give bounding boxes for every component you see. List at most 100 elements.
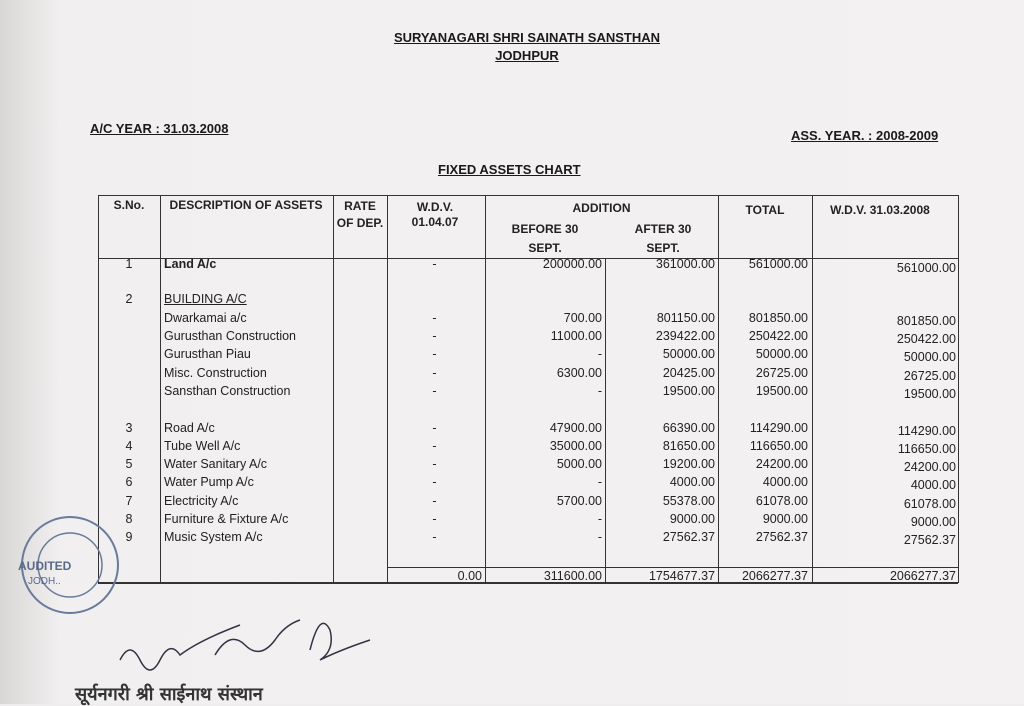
cell-desc: Water Sanitary A/c xyxy=(164,457,268,471)
cell-after: 27562.37 xyxy=(662,530,715,544)
cell-wdv: - xyxy=(432,457,437,471)
cell-total: 24200.00 xyxy=(755,457,808,471)
cell-wdv2: 561000.00 xyxy=(896,261,956,275)
cell-after: 55378.00 xyxy=(662,494,715,508)
col-rate: RATE OF DEP. xyxy=(336,199,384,230)
cell-sno: 2 xyxy=(125,292,133,306)
cell-desc: Road A/c xyxy=(164,421,215,435)
column-divider xyxy=(718,195,719,583)
cell-after: 81650.00 xyxy=(662,439,715,453)
cell-wdv: - xyxy=(432,384,437,398)
cell-desc: Dwarkamai a/c xyxy=(164,311,247,325)
cell-before: - xyxy=(597,347,602,361)
cell-wdv2: 4000.00 xyxy=(910,478,956,492)
cell-total: 561000.00 xyxy=(748,257,808,271)
cell-before: - xyxy=(597,512,602,526)
cell-after: 9000.00 xyxy=(669,512,715,526)
cell-sno: 5 xyxy=(125,457,133,471)
cell-desc: BUILDING A/C xyxy=(164,292,247,306)
cell-before: 700.00 xyxy=(563,311,602,325)
col-after: AFTER 30 SEPT. xyxy=(634,222,692,255)
cell-desc: Land A/c xyxy=(164,257,217,271)
cell-before: 11000.00 xyxy=(550,329,602,343)
cell-desc: Furniture & Fixture A/c xyxy=(164,512,289,526)
cell-total: 19500.00 xyxy=(755,384,808,398)
cell-wdv: - xyxy=(432,512,437,526)
cell-wdv: - xyxy=(432,421,437,435)
ac-year: A/C YEAR : 31.03.2008 xyxy=(90,121,229,136)
cell-wdv2: 250422.00 xyxy=(896,332,956,346)
cell-sno: 8 xyxy=(125,512,133,526)
cell-after: 19500.00 xyxy=(662,384,715,398)
total-total: 2066277.37 xyxy=(741,569,808,583)
column-divider xyxy=(98,195,99,583)
cell-wdv2: 27562.37 xyxy=(903,533,956,547)
cell-desc: Sansthan Construction xyxy=(164,384,291,398)
svg-text:JODH..: JODH.. xyxy=(28,576,61,587)
cell-wdv: - xyxy=(432,530,437,544)
cell-before: - xyxy=(597,475,602,489)
col-sno: S.No. xyxy=(113,198,145,212)
cell-desc: Gurusthan Construction xyxy=(164,329,297,343)
cell-before: 200000.00 xyxy=(542,257,602,271)
cell-wdv: - xyxy=(432,257,437,271)
col-addition: ADDITION xyxy=(572,201,631,215)
column-divider xyxy=(812,195,813,583)
org-name: SURYANAGARI SHRI SAINATH SANSTHAN xyxy=(393,30,661,45)
cell-after: 20425.00 xyxy=(662,366,715,380)
cell-total: 801850.00 xyxy=(748,311,808,325)
column-divider xyxy=(387,195,388,583)
col-description: DESCRIPTION OF ASSETS xyxy=(169,198,323,212)
cell-after: 4000.00 xyxy=(669,475,715,489)
cell-wdv2: 24200.00 xyxy=(903,460,956,474)
cell-total: 27562.37 xyxy=(755,530,808,544)
cell-total: 61078.00 xyxy=(755,494,808,508)
cell-sno: 9 xyxy=(125,530,133,544)
cell-wdv: - xyxy=(432,475,437,489)
cell-after: 19200.00 xyxy=(662,457,715,471)
svg-text:AUDITED: AUDITED xyxy=(18,559,72,573)
total-before: 311600.00 xyxy=(543,569,602,583)
total-wdv: 0.00 xyxy=(457,569,482,583)
cell-desc: Misc. Construction xyxy=(164,366,267,380)
total-after: 1754677.37 xyxy=(648,569,715,583)
cell-before: 47900.00 xyxy=(549,421,602,435)
cell-sno: 1 xyxy=(125,257,133,271)
cell-total: 26725.00 xyxy=(755,366,808,380)
cell-after: 361000.00 xyxy=(655,257,715,271)
audit-stamp: AUDITED JODH.. xyxy=(18,516,119,614)
cell-wdv2: 50000.00 xyxy=(903,350,956,364)
footer-hindi-name: सूर्यनगरी श्री साईनाथ संस्थान xyxy=(75,684,263,705)
column-divider xyxy=(485,195,486,583)
cell-wdv: - xyxy=(432,439,437,453)
cell-desc: Water Pump A/c xyxy=(164,475,254,489)
cell-before: 35000.00 xyxy=(549,439,602,453)
cell-wdv: - xyxy=(432,494,437,508)
column-divider xyxy=(333,195,334,583)
cell-wdv2: 116650.00 xyxy=(897,442,956,456)
cell-total: 116650.00 xyxy=(749,439,808,453)
col-wdv-close: W.D.V. 31.03.2008 xyxy=(830,203,930,217)
cell-sno: 4 xyxy=(125,439,133,453)
cell-before: 6300.00 xyxy=(556,366,602,380)
cell-sno: 6 xyxy=(125,475,133,489)
cell-sno: 7 xyxy=(125,494,133,508)
column-divider xyxy=(605,258,606,583)
total-wdv2: 2066277.37 xyxy=(889,569,956,583)
cell-wdv: - xyxy=(432,366,437,380)
city: JODHPUR xyxy=(495,48,559,63)
cell-total: 50000.00 xyxy=(755,347,808,361)
cell-desc: Tube Well A/c xyxy=(164,439,241,453)
column-divider xyxy=(958,195,959,583)
cell-desc: Electricity A/c xyxy=(164,494,239,508)
ass-year: ASS. YEAR. : 2008-2009 xyxy=(791,128,939,143)
cell-wdv2: 26725.00 xyxy=(903,369,956,383)
cell-before: 5000.00 xyxy=(556,457,602,471)
chart-title: FIXED ASSETS CHART xyxy=(438,162,581,177)
cell-before: - xyxy=(597,530,602,544)
col-before: BEFORE 30 SEPT. xyxy=(511,222,579,255)
cell-before: 5700.00 xyxy=(556,494,602,508)
cell-after: 66390.00 xyxy=(662,421,715,435)
